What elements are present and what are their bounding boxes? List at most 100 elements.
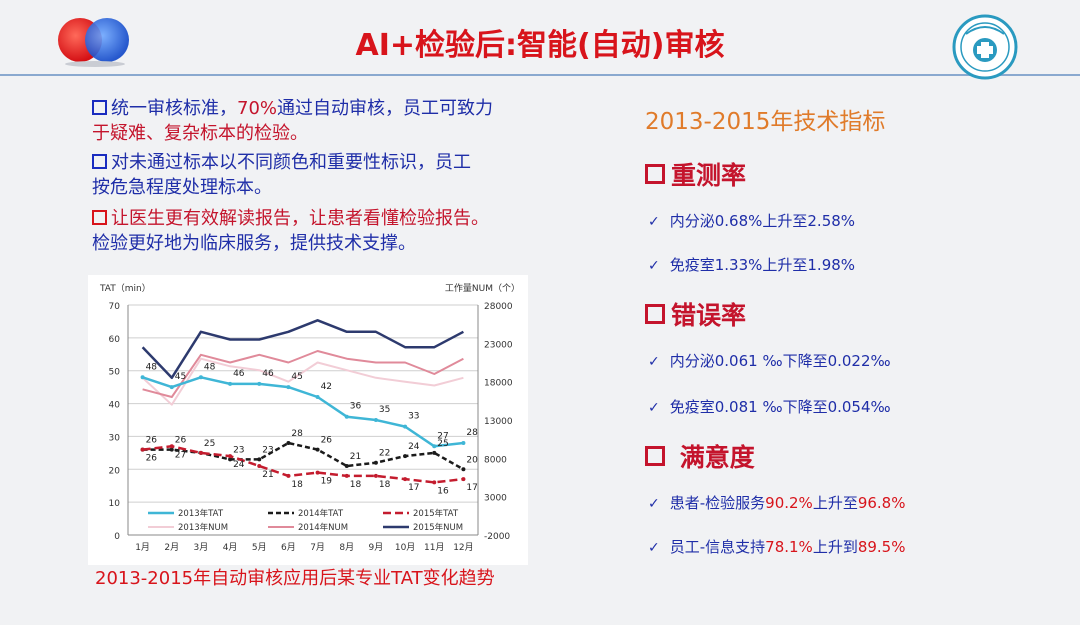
data-label: 28 [291,429,303,439]
indicator-text: 免疫室0.081 ‰下降至0.054‰ [669,398,891,416]
series-line-0 [142,376,464,448]
section-heading-text: 重测率 [671,161,747,190]
indicator-item: ✓ 内分泌0.061 ‰下降至0.022‰ [648,350,891,371]
data-point [373,473,378,478]
x-tick-label: 10月 [395,542,415,553]
bullet3-text-line1: 让医生更有效解读报告，让患者看懂检验报告。 [111,208,489,229]
data-label: 24 [408,442,420,452]
data-label: 42 [321,382,332,392]
data-point [169,385,174,390]
bullet1-text-a: 统一审核标准， [111,98,237,119]
data-point [403,454,408,459]
data-label: 26 [175,436,187,446]
data-point [344,414,349,419]
y2-tick-label: 23000 [484,340,513,350]
data-label: 23 [233,445,244,455]
y2-tick-label: 18000 [484,379,513,389]
series-line-2 [142,445,464,484]
data-point [344,473,349,478]
data-point [198,375,203,380]
indicator-item: ✓ 患者-检验服务90.2%上升至96.8% [648,492,905,513]
data-label: 27 [437,431,448,441]
data-label: 26 [321,436,333,446]
data-label: 48 [146,362,158,372]
bullet1-text-line2: 于疑难、复杂标本的检验。 [92,123,308,144]
indicator-item: ✓ 员工-信息支持78.1%上升到89.5% [648,536,905,557]
data-label: 27 [175,450,186,460]
section-heading-error-rate: 错误率 [645,296,746,332]
data-label: 19 [321,477,333,487]
chart-caption: 2013-2015年自动审核应用后某专业TAT变化趋势 [95,568,495,589]
data-point [140,447,145,452]
bullet-audit-standard: 统一审核标准，70%通过自动审核，员工可致力 于疑难、复杂标本的检验。 [92,96,562,146]
bullet2-text-line2: 按危急程度处理标本。 [92,177,272,198]
data-label: 28 [466,428,478,438]
tat-trend-chart: 0 10 20 30 40 50 60 70 -2000 3000 8000 13000 18000 23… [88,275,528,565]
check-icon: ✓ [648,400,660,416]
y-tick-label: 30 [109,433,121,443]
data-point [228,381,233,386]
x-tick-label: 9月 [369,542,384,553]
data-point [432,450,437,455]
y2-tick-label: 28000 [484,302,513,312]
check-icon: ✓ [648,496,660,512]
check-icon: ✓ [648,214,660,230]
legend-label: 2015年TAT [413,508,459,519]
data-point [373,418,378,422]
data-point [257,381,262,386]
data-label: 22 [379,449,390,459]
indicator-text-b: 90.2% [765,494,813,512]
bullet2-text-line1: 对未通过标本以不同颜色和重要性标识，员工 [111,152,471,173]
x-tick-label: 4月 [223,542,238,553]
data-point [286,385,291,390]
x-tick-label: 2月 [164,542,179,553]
bullet1-text-c: 通过自动审核，员工可致力 [277,98,494,119]
data-label: 46 [233,369,245,379]
data-point [461,441,466,445]
data-label: 26 [146,436,158,446]
indicator-text-a: 患者-检验服务 [669,494,766,512]
y-tick-label: 70 [109,302,121,312]
series-line-3 [141,357,464,406]
data-point [315,447,320,452]
data-point [315,395,320,399]
section-heading-satisfaction: 满意度 [645,438,755,474]
data-label: 45 [291,372,302,382]
data-label: 25 [204,439,215,449]
data-label: 18 [379,480,391,490]
series-line-4 [142,350,464,398]
indicator-text-d: 96.8% [857,494,906,512]
data-point [169,447,174,452]
heading-square-icon [645,164,665,184]
bullet-square-icon [92,154,107,169]
data-point [257,464,262,468]
series-line-5 [141,319,464,380]
y2-tick-label: 3000 [484,494,507,504]
y-tick-label: 0 [114,532,120,542]
data-point [169,444,174,449]
data-label: 21 [350,452,361,462]
x-tick-label: 6月 [281,542,296,553]
bullet-sample-marking: 对未通过标本以不同颜色和重要性标识，员工 按危急程度处理标本。 [92,150,562,200]
data-point [228,457,233,462]
data-point [140,375,145,380]
bullet-report-reading: 让医生更有效解读报告，让患者看懂检验报告。 检验更好地为临床服务，提供技术支撑。 [92,206,562,256]
x-tick-label: 1月 [135,542,150,553]
data-label: 24 [233,460,245,470]
data-point [344,464,349,468]
data-label: 18 [350,480,362,490]
data-label: 17 [466,483,477,493]
y2-tick-label: 13000 [484,417,513,427]
indicator-item: ✓ 免疫室1.33%上升至1.98% [648,254,855,275]
data-point [403,424,408,429]
legend-label: 2014年TAT [298,508,344,519]
y-tick-label: 20 [109,466,121,476]
data-point [315,470,320,475]
data-point [432,444,437,449]
y2-axis-label: 工作量NUM（个） [445,282,520,294]
legend-label: 2013年TAT [178,508,224,519]
bullet1-text-b: 70% [237,98,278,119]
x-tick-label: 7月 [310,542,325,553]
bullet-square-icon [92,210,107,225]
data-label: 36 [350,402,362,412]
